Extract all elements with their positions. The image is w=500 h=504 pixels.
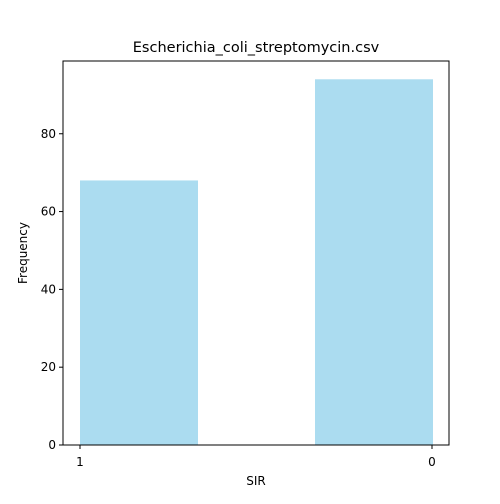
y-axis-ticks: 0 20 40 60 80 bbox=[41, 127, 63, 452]
y-tick-label: 40 bbox=[41, 282, 56, 296]
y-tick-label: 60 bbox=[41, 205, 56, 219]
bars-layer bbox=[80, 79, 433, 446]
y-tick-label: 0 bbox=[48, 438, 56, 452]
bar-1 bbox=[80, 180, 198, 445]
y-tick-label: 20 bbox=[41, 360, 56, 374]
y-tick-label: 80 bbox=[41, 127, 56, 141]
x-tick-label: 1 bbox=[76, 455, 84, 469]
chart-title: Escherichia_coli_streptomycin.csv bbox=[133, 40, 380, 56]
x-tick-label: 0 bbox=[428, 455, 436, 469]
plot-frame bbox=[62, 60, 450, 446]
bar-0 bbox=[315, 79, 433, 446]
x-axis-label: SIR bbox=[246, 474, 266, 488]
y-axis-label: Frequency bbox=[16, 222, 30, 284]
